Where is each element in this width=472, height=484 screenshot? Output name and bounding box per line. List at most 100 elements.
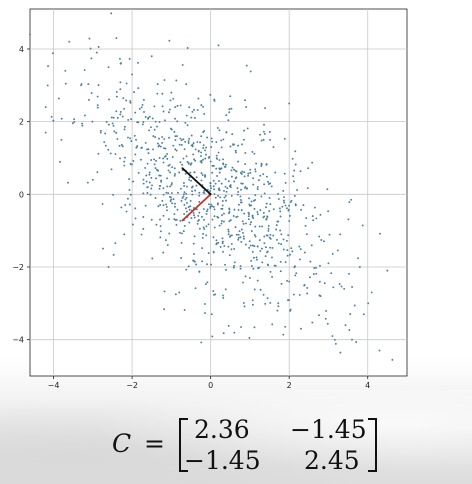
data-point <box>252 304 254 306</box>
data-point <box>256 256 258 258</box>
data-point <box>238 237 240 239</box>
data-point <box>339 352 341 354</box>
data-point <box>334 339 336 341</box>
data-point <box>165 203 167 205</box>
data-point <box>314 207 316 209</box>
data-point <box>172 156 174 158</box>
data-point <box>183 213 185 215</box>
data-point <box>272 235 274 237</box>
data-point <box>230 146 232 148</box>
data-point <box>169 196 171 198</box>
data-point <box>174 167 176 169</box>
data-point <box>213 193 215 195</box>
data-point <box>168 170 170 172</box>
formula-equals: = <box>144 429 165 458</box>
data-point <box>244 152 246 154</box>
data-point <box>155 177 157 179</box>
data-point <box>145 142 147 144</box>
data-point <box>266 251 268 253</box>
data-point <box>363 313 365 315</box>
data-point <box>254 226 256 228</box>
data-point <box>124 126 126 128</box>
data-point <box>200 151 202 153</box>
data-point <box>206 210 208 212</box>
data-point <box>155 197 157 199</box>
data-point <box>242 220 244 222</box>
data-point <box>165 155 167 157</box>
data-point <box>202 237 204 239</box>
data-point <box>183 230 185 232</box>
data-point <box>132 224 134 226</box>
data-point <box>243 236 245 238</box>
data-point <box>159 188 161 190</box>
data-point <box>176 135 178 137</box>
data-point <box>130 140 132 142</box>
data-point <box>225 164 227 166</box>
data-point <box>214 215 216 217</box>
data-point <box>268 183 270 185</box>
data-point <box>267 235 269 237</box>
data-point <box>206 263 208 265</box>
data-point <box>203 227 205 229</box>
data-point <box>224 197 226 199</box>
data-point <box>222 297 224 299</box>
data-point <box>136 121 138 123</box>
data-point <box>190 164 192 166</box>
data-point <box>146 192 148 194</box>
data-point <box>243 130 245 132</box>
data-point <box>267 264 269 266</box>
data-point <box>379 350 381 352</box>
data-point <box>188 106 190 108</box>
data-point <box>209 182 211 184</box>
data-point <box>278 242 280 244</box>
data-point <box>246 65 248 67</box>
data-point <box>204 192 206 194</box>
data-point <box>181 144 183 146</box>
data-point <box>163 162 165 164</box>
data-point <box>72 122 74 124</box>
data-point <box>300 170 302 172</box>
data-point <box>185 83 187 85</box>
data-point <box>161 200 163 202</box>
data-point <box>237 145 239 147</box>
data-point <box>192 154 194 156</box>
data-point <box>233 267 235 269</box>
data-point <box>244 175 246 177</box>
data-point <box>237 191 239 193</box>
data-point <box>345 324 347 326</box>
data-point <box>169 171 171 173</box>
data-point <box>187 47 189 49</box>
data-point <box>127 137 129 139</box>
data-point <box>145 174 147 176</box>
data-point <box>269 302 271 304</box>
data-point <box>59 161 61 163</box>
data-point <box>194 117 196 119</box>
data-point <box>291 250 293 252</box>
data-point <box>164 119 166 121</box>
data-point <box>130 194 132 196</box>
data-point <box>96 52 98 54</box>
data-point <box>190 217 192 219</box>
y-tick-label: 0 <box>19 190 24 199</box>
data-point <box>188 142 190 144</box>
data-point <box>189 172 191 174</box>
data-point <box>163 308 165 310</box>
data-point <box>242 232 244 234</box>
data-point <box>220 246 222 248</box>
data-point <box>210 185 212 187</box>
data-point <box>261 164 263 166</box>
data-point <box>229 236 231 238</box>
data-point <box>320 239 322 241</box>
data-point <box>261 140 263 142</box>
data-point <box>183 158 185 160</box>
data-point <box>349 313 351 315</box>
data-point <box>180 161 182 163</box>
data-point <box>284 138 286 140</box>
data-point <box>169 185 171 187</box>
data-point <box>277 221 279 223</box>
data-point <box>229 211 231 213</box>
data-point <box>255 163 257 165</box>
data-point <box>266 176 268 178</box>
data-point <box>117 117 119 119</box>
data-point <box>279 207 281 209</box>
